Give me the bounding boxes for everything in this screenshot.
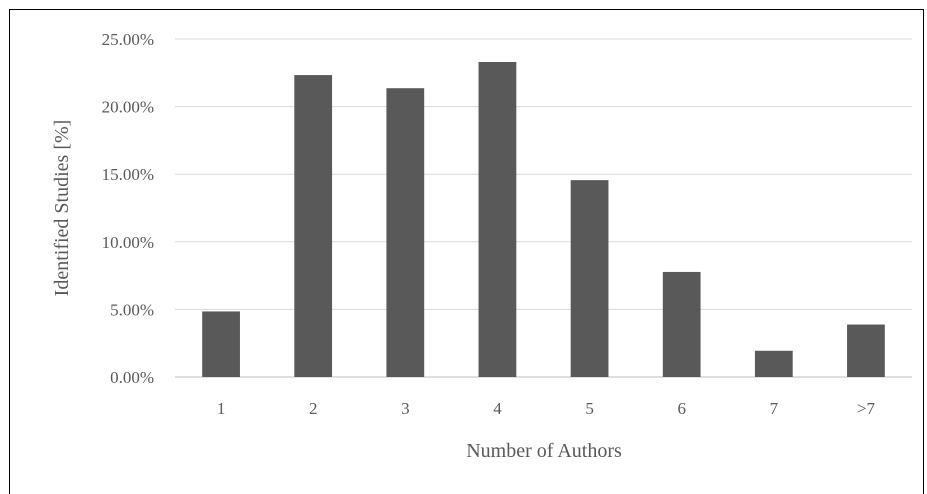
y-tick-label: 5.00%	[110, 300, 154, 319]
y-tick-label: 20.00%	[102, 98, 154, 117]
x-tick-label: 5	[585, 399, 594, 418]
x-tick-label: >7	[857, 399, 876, 418]
bar-1	[202, 311, 240, 377]
y-tick-label: 0.00%	[110, 368, 154, 387]
x-tick-label: 1	[217, 399, 226, 418]
y-axis-title: Identified Studies [%]	[51, 120, 73, 297]
x-tick-label: 4	[493, 399, 502, 418]
bar-8	[847, 324, 885, 377]
bar-4	[478, 61, 517, 377]
y-tick-label: 15.00%	[102, 165, 154, 184]
bar-5	[570, 180, 609, 377]
y-tick-labels: 0.00% 5.00% 10.00% 15.00% 20.00% 25.00%	[102, 30, 154, 387]
x-tick-label: 2	[309, 399, 318, 418]
y-tick-label: 25.00%	[102, 30, 154, 49]
bar-3	[386, 88, 425, 377]
chart-frame	[9, 9, 924, 494]
x-tick-labels: 1 2 3 4 5 6 7 >7	[217, 399, 876, 418]
bar-6	[662, 271, 701, 377]
bar-2	[294, 75, 333, 378]
bar-7	[754, 350, 793, 377]
x-axis-title: Number of Authors	[466, 440, 622, 462]
x-tick-label: 6	[677, 399, 686, 418]
y-tick-label: 10.00%	[102, 233, 154, 252]
gridlines	[175, 38, 912, 378]
x-tick-label: 7	[770, 399, 779, 418]
x-tick-label: 3	[401, 399, 410, 418]
bars	[202, 61, 885, 378]
